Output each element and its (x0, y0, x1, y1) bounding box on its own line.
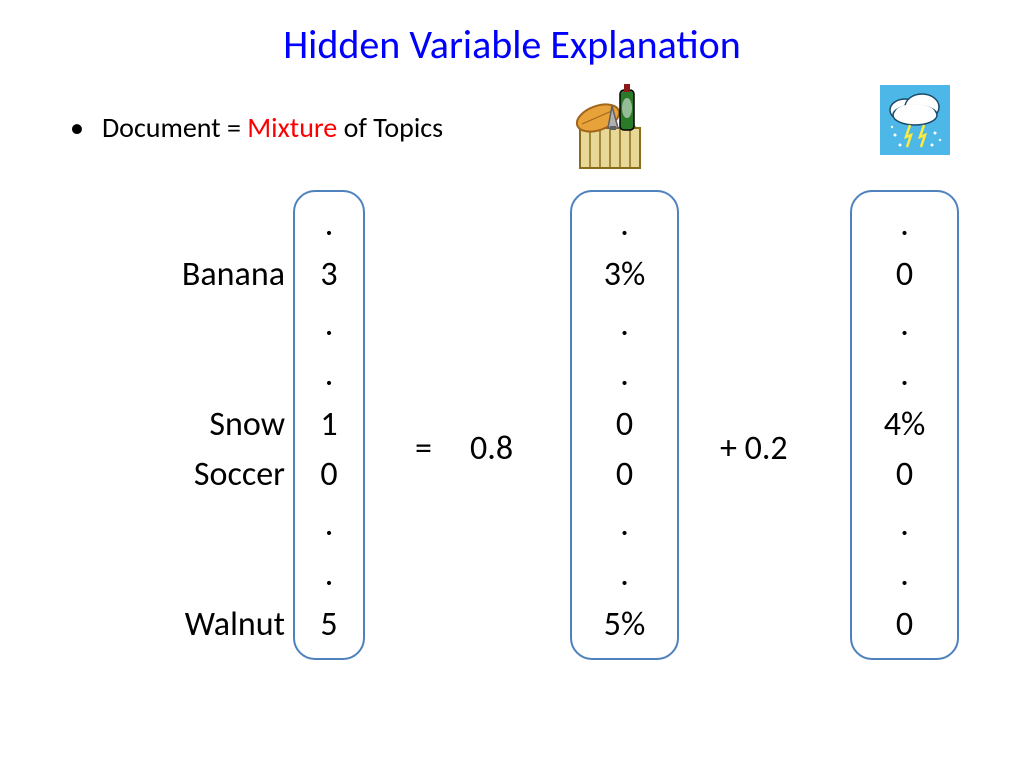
vec-cell: . (295, 500, 363, 550)
vec-cell: 4% (852, 400, 957, 450)
word-labels: Banana Snow Soccer Walnut (95, 200, 285, 650)
label-row: Snow (95, 400, 285, 450)
vec-cell: . (295, 200, 363, 250)
label-row (95, 500, 285, 550)
vec-cell: 0 (295, 450, 363, 500)
equals-sign: = (415, 428, 432, 469)
vec-cell: . (572, 500, 677, 550)
label-row (95, 300, 285, 350)
vec-cell: . (572, 550, 677, 600)
vec-cell: . (852, 300, 957, 350)
label-row (95, 350, 285, 400)
bullet-marker: • (70, 110, 84, 145)
vec-cell: 0 (572, 450, 677, 500)
label-row (95, 550, 285, 600)
bullet-mixture: Mixture (247, 110, 337, 145)
vec-cell: 0 (852, 250, 957, 300)
vec-cell: . (852, 200, 957, 250)
vec-cell: . (852, 550, 957, 600)
label-row: Walnut (95, 600, 285, 650)
vec-cell: 5 (295, 600, 363, 650)
storm-cloud-icon (880, 85, 950, 155)
coefficient-1: 0.8 (470, 428, 513, 469)
document-vector: . 3 . . 1 0 . . 5 (293, 190, 365, 660)
vec-cell: 3% (572, 250, 677, 300)
vec-cell: . (295, 550, 363, 600)
vec-cell: 5% (572, 600, 677, 650)
label-row: Banana (95, 250, 285, 300)
bullet-post: of Topics (337, 110, 443, 145)
bullet-doc-mixture: • Document = Mixture of Topics (70, 110, 443, 145)
bullet-pre: Document = (102, 110, 247, 145)
vec-cell: . (852, 350, 957, 400)
vec-cell: 0 (852, 600, 957, 650)
vec-cell: . (852, 500, 957, 550)
grocery-basket-icon (560, 78, 660, 178)
vec-cell: . (295, 300, 363, 350)
label-row: Soccer (95, 450, 285, 500)
vec-cell: 0 (852, 450, 957, 500)
vec-cell: 0 (572, 400, 677, 450)
vec-cell: . (572, 300, 677, 350)
vec-cell: . (572, 200, 677, 250)
topic-2-vector: . 0 . . 4% 0 . . 0 (850, 190, 959, 660)
vec-cell: 1 (295, 400, 363, 450)
plus-coefficient-2: + 0.2 (720, 428, 788, 469)
topic-1-vector: . 3% . . 0 0 . . 5% (570, 190, 679, 660)
vec-cell: . (572, 350, 677, 400)
vec-cell: . (295, 350, 363, 400)
slide-title: Hidden Variable Explanation (0, 20, 1024, 69)
vec-cell: 3 (295, 250, 363, 300)
label-row (95, 200, 285, 250)
